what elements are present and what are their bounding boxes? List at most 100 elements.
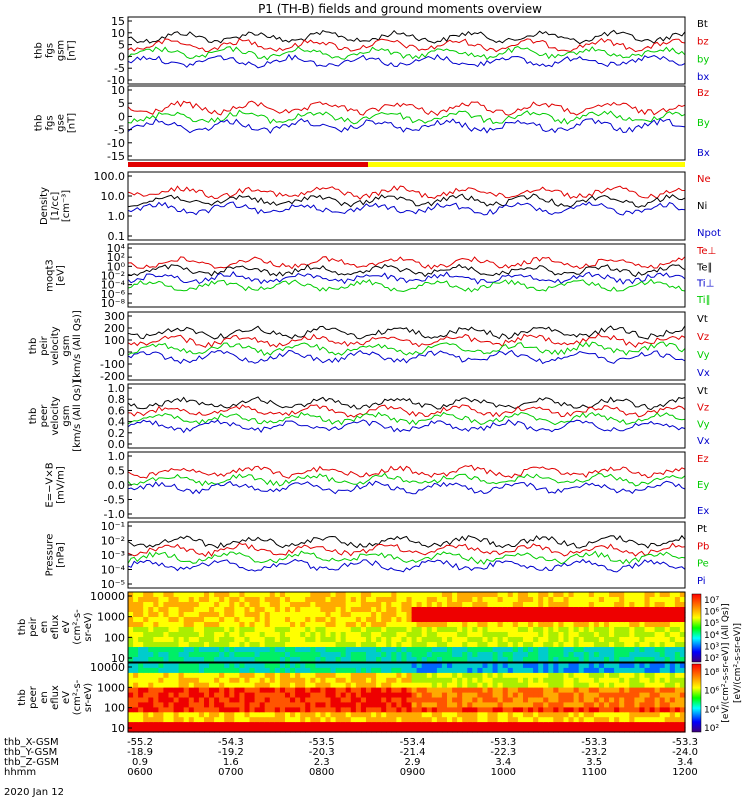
heatmap-cell — [507, 672, 514, 679]
heatmap-cell — [148, 627, 154, 633]
heatmap-cell — [674, 687, 681, 694]
heatmap-cell — [355, 697, 362, 703]
heatmap-cell — [239, 627, 246, 633]
heatmap-cell — [421, 607, 428, 613]
heatmap-cell — [259, 657, 266, 663]
heatmap-cell — [441, 592, 448, 598]
heatmap-cell — [523, 667, 529, 674]
heatmap-cell — [533, 652, 539, 658]
heatmap-cell — [143, 667, 149, 674]
heatmap-cell — [274, 722, 281, 728]
heatmap-cell — [523, 692, 529, 699]
heatmap-cell — [629, 717, 635, 723]
heatmap-cell — [401, 687, 408, 694]
heatmap-cell — [467, 667, 473, 674]
heatmap-cell — [426, 642, 433, 648]
y-tick-label: -5 — [114, 124, 125, 137]
heatmap-cell — [624, 617, 630, 623]
heatmap-cell — [482, 663, 489, 669]
heatmap-cell — [305, 657, 311, 663]
heatmap-cell — [386, 667, 392, 674]
heatmap-cell — [533, 617, 539, 623]
heatmap-cell — [239, 702, 246, 708]
heatmap-cell — [512, 672, 519, 679]
heatmap-cell — [148, 607, 154, 613]
heatmap-cell — [173, 672, 180, 679]
heatmap-cell — [325, 627, 332, 633]
heatmap-cell — [421, 697, 428, 703]
heatmap-cell — [219, 602, 225, 608]
heatmap-cell — [360, 647, 367, 653]
legend-By: By — [697, 118, 710, 129]
heatmap-cell — [436, 712, 443, 718]
heatmap-cell — [573, 702, 580, 708]
heatmap-cell — [376, 622, 382, 628]
heatmap-cell — [669, 677, 676, 684]
heatmap-cell — [664, 697, 671, 703]
heatmap-cell — [396, 667, 403, 674]
panel-peir_eflux: 10000100010010thbpeirenefluxeV(cm²-s-sr-… — [17, 590, 686, 665]
heatmap-cell — [391, 692, 397, 699]
heatmap-cell — [421, 652, 428, 658]
heatmap-cell — [295, 657, 301, 663]
heatmap-cell — [523, 663, 529, 669]
heatmap-cell — [573, 722, 580, 728]
heatmap-cell — [143, 637, 149, 643]
heatmap-cell — [198, 592, 205, 598]
heatmap-cell — [290, 632, 296, 638]
heatmap-cell — [431, 607, 438, 613]
heatmap-cell — [472, 672, 478, 679]
heatmap-cell — [624, 722, 630, 728]
heatmap-cell — [593, 702, 600, 708]
heatmap-cell — [386, 697, 392, 703]
heatmap-cell — [472, 617, 478, 623]
heatmap-cell — [452, 717, 458, 723]
heatmap-cell — [219, 617, 225, 623]
heatmap-cell — [644, 667, 651, 674]
heatmap-cell — [497, 722, 504, 728]
heatmap-cell — [128, 663, 134, 669]
heatmap-cell — [335, 657, 342, 663]
heatmap-cell — [457, 672, 463, 679]
heatmap-cell — [441, 702, 448, 708]
heatmap-cell — [568, 647, 575, 653]
heatmap-cell — [639, 672, 646, 679]
heatmap-cell — [507, 627, 514, 633]
heatmap-cell — [659, 667, 666, 674]
heatmap-cell — [193, 707, 200, 713]
heatmap-cell — [457, 647, 463, 653]
heatmap-cell — [325, 612, 332, 618]
heatmap-cell — [609, 692, 615, 699]
heatmap-cell — [330, 657, 337, 663]
heatmap-cell — [300, 672, 306, 679]
heatmap-cell — [340, 612, 347, 618]
heatmap-cell — [568, 682, 575, 689]
heatmap-cell — [133, 657, 139, 663]
heatmap-cell — [269, 602, 276, 608]
heatmap-cell — [431, 612, 438, 618]
heatmap-cell — [279, 692, 286, 699]
heatmap-cell — [482, 677, 489, 684]
heatmap-cell — [401, 702, 408, 708]
heatmap-cell — [507, 642, 514, 648]
heatmap-cell — [209, 702, 215, 708]
heatmap-cell — [659, 682, 666, 689]
heatmap-cell — [604, 642, 610, 648]
heatmap-cell — [386, 597, 392, 603]
heatmap-cell — [512, 677, 519, 684]
heatmap-cell — [158, 697, 165, 703]
heatmap-cell — [588, 637, 595, 643]
y-tick-label: 10⁻⁴ — [101, 279, 126, 292]
heatmap-cell — [305, 592, 311, 598]
heatmap-cell — [624, 707, 630, 713]
heatmap-cell — [204, 652, 210, 658]
heatmap-cell — [173, 642, 180, 648]
heatmap-cell — [543, 602, 549, 608]
heatmap-cell — [168, 657, 175, 663]
heatmap-cell — [345, 642, 352, 648]
heatmap-cell — [411, 712, 418, 718]
heatmap-cell — [335, 622, 342, 628]
heatmap-cell — [234, 677, 240, 684]
heatmap-cell — [224, 627, 230, 633]
heatmap-cell — [183, 652, 190, 658]
